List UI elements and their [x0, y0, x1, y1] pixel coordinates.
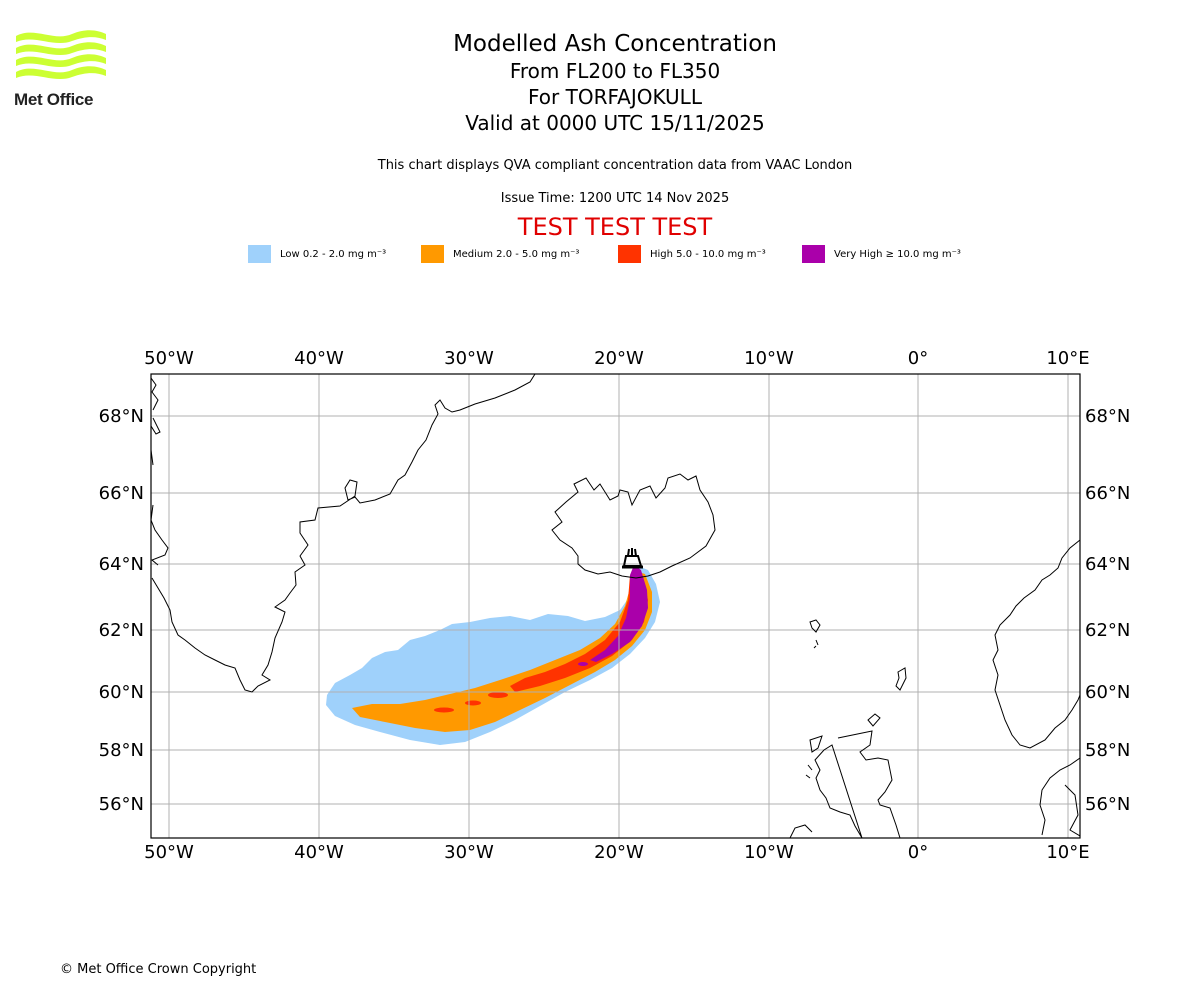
lat-label: 60°N	[99, 682, 144, 703]
lat-label: 68°N	[99, 406, 144, 427]
coastline-iceland	[551, 473, 716, 579]
legend-item-very-high: Very High ≥ 10.0 mg m⁻³	[802, 244, 961, 264]
volcano-name: For TORFAJOKULL	[528, 85, 702, 109]
lat-label: 68°N	[1085, 406, 1130, 427]
legend-label-high: High 5.0 - 10.0 mg m⁻³	[650, 248, 766, 260]
legend-swatch-very-high	[802, 245, 825, 263]
coastline-norway	[992, 539, 1080, 749]
lat-label: 58°N	[99, 740, 144, 761]
lat-label: 56°N	[99, 794, 144, 815]
lat-label: 62°N	[99, 620, 144, 641]
copyright-footer: © Met Office Crown Copyright	[60, 962, 257, 977]
lat-label: 56°N	[1085, 794, 1130, 815]
lon-label: 50°W	[144, 348, 194, 369]
lon-label: 0°	[908, 348, 928, 369]
met-office-logo: Met Office	[14, 28, 108, 114]
ash-low-region	[326, 566, 660, 745]
lon-label: 10°W	[744, 842, 794, 863]
volcano-icon	[622, 548, 643, 569]
met-office-waves-icon	[16, 30, 106, 80]
coastline-faroe-islands	[809, 619, 821, 649]
lat-label: 60°N	[1085, 682, 1130, 703]
coastline-scotland	[789, 713, 901, 838]
coastline-greenland-west	[151, 377, 169, 566]
legend-swatch-high	[618, 245, 641, 263]
lon-labels-bottom: 50°W 40°W 30°W 20°W 10°W 0° 10°E	[144, 842, 1089, 863]
lat-label: 58°N	[1085, 740, 1130, 761]
map-frame	[150, 373, 1081, 839]
lat-label: 66°N	[1085, 483, 1130, 504]
issue-time: Issue Time: 1200 UTC 14 Nov 2025	[500, 191, 730, 206]
ash-very-high-patch	[578, 662, 588, 666]
coastlines	[151, 374, 1080, 838]
lon-label: 50°W	[144, 842, 194, 863]
legend-item-low: Low 0.2 - 2.0 mg m⁻³	[248, 244, 386, 264]
lat-label: 62°N	[1085, 620, 1130, 641]
lon-label: 20°W	[594, 348, 644, 369]
flight-level-range: From FL200 to FL350	[509, 59, 721, 83]
lat-label: 66°N	[99, 483, 144, 504]
chart-title: Modelled Ash Concentration	[453, 31, 777, 57]
map-area	[151, 374, 1080, 838]
coastline-denmark-sweden	[1039, 757, 1080, 837]
legend-label-very-high: Very High ≥ 10.0 mg m⁻³	[834, 248, 961, 260]
legend-label-low: Low 0.2 - 2.0 mg m⁻³	[280, 248, 387, 260]
lon-label: 30°W	[444, 842, 494, 863]
map-gridlines	[151, 374, 1080, 838]
lat-label: 64°N	[1085, 554, 1130, 575]
coastline-shetland	[895, 667, 907, 691]
legend-swatch-low	[248, 245, 271, 263]
lon-label: 40°W	[294, 842, 344, 863]
test-banner: TEST TEST TEST	[517, 213, 713, 241]
ash-very-high-region	[590, 565, 648, 662]
lon-label: 40°W	[294, 348, 344, 369]
ash-high-patch	[434, 707, 454, 713]
valid-time: Valid at 0000 UTC 15/11/2025	[465, 111, 765, 135]
ash-high-patch	[488, 692, 508, 698]
coastline-greenland-east	[151, 374, 536, 693]
lon-label: 10°W	[744, 348, 794, 369]
lon-label: 20°W	[594, 842, 644, 863]
lat-labels-right: 68°N 66°N 64°N 62°N 60°N 58°N 56°N	[1085, 406, 1130, 815]
legend-label-medium: Medium 2.0 - 5.0 mg m⁻³	[453, 248, 580, 260]
lat-labels-left: 68°N 66°N 64°N 62°N 60°N 58°N 56°N	[99, 406, 144, 815]
lat-label: 64°N	[99, 554, 144, 575]
legend-item-high: High 5.0 - 10.0 mg m⁻³	[618, 244, 766, 264]
chart-title-block: Modelled Ash Concentration From FL200 to…	[0, 30, 1200, 136]
lon-label: 30°W	[444, 348, 494, 369]
ash-high-patch	[465, 700, 481, 706]
lon-label: 10°E	[1046, 842, 1089, 863]
chart-description: This chart displays QVA compliant concen…	[377, 158, 853, 173]
legend-swatch-medium	[421, 245, 444, 263]
lon-label: 0°	[908, 842, 928, 863]
logo-text: Met Office	[14, 90, 94, 109]
lon-label: 10°E	[1046, 348, 1089, 369]
legend-item-medium: Medium 2.0 - 5.0 mg m⁻³	[421, 244, 579, 264]
lon-labels-top: 50°W 40°W 30°W 20°W 10°W 0° 10°E	[144, 348, 1089, 369]
